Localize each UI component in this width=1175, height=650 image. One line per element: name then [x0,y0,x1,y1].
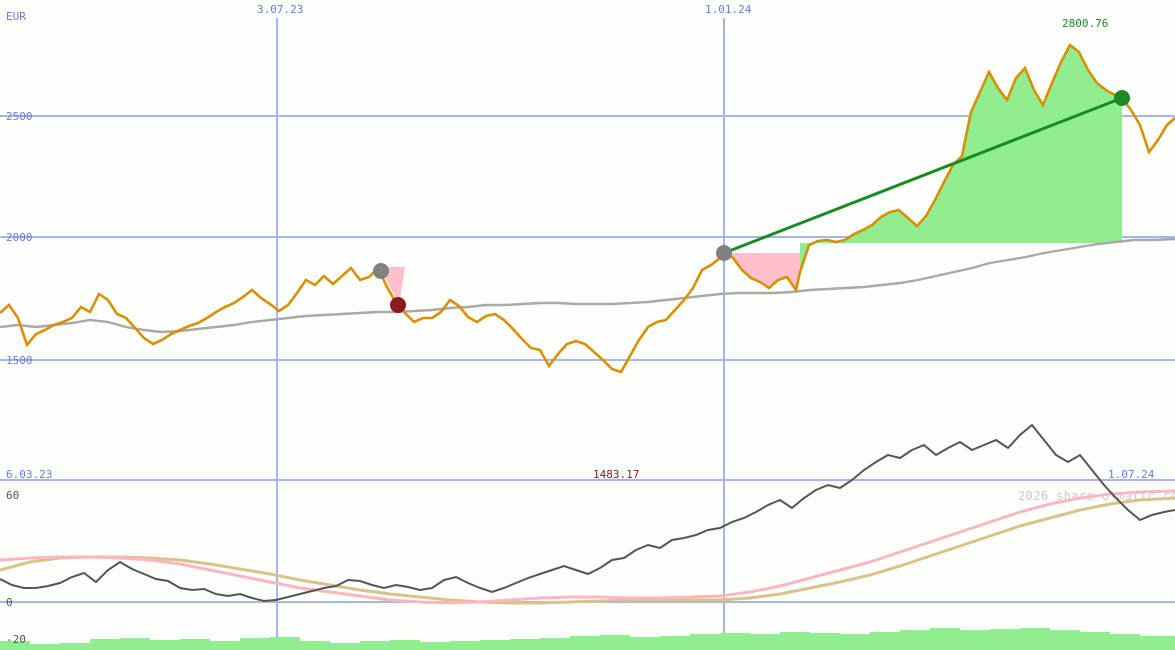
x-tick-top-3-07-23: 3.07.23 [257,3,303,16]
histogram-bar [1110,634,1140,650]
price-line-segment-1 [0,252,726,374]
histogram-bar [660,636,690,650]
histogram-bar [900,630,930,650]
histogram-bar [420,642,450,650]
period-high-label: 2800.76 [1062,17,1108,30]
indicator-panel[interactable]: 60 0 -20 [0,423,1175,650]
y-tick-2500: 2500 [6,110,33,123]
uptrend-line [723,96,1123,255]
histogram-bar [990,629,1020,650]
histogram-bar [930,628,960,650]
histogram-bar [960,630,990,650]
x-tick-bottom-6-03-23: 6.03.23 [6,468,52,481]
histogram-bar [0,641,30,650]
histogram-bar [780,632,810,650]
histogram-bar [870,632,900,650]
indicator-tick-60: 60 [6,489,19,502]
histogram-bar [180,639,210,650]
currency-label: EUR [6,10,26,23]
histogram-bar [1020,628,1050,650]
histogram-bar [210,641,240,650]
short-trade-fill [381,267,405,305]
indicator-tick-neg20: -20 [6,633,26,646]
y-tick-1500: 1500 [6,354,33,367]
period-low-label: 1483.17 [593,468,639,481]
histogram-bar [480,640,510,650]
histogram-bar [720,633,750,650]
price-line-segment-2 [723,43,1175,294]
x-tick-bottom-1-07-24: 1.07.24 [1108,468,1155,481]
buy-signal-entry-marker[interactable] [716,245,732,261]
histogram-bar [270,637,300,650]
indicator-slow-line [0,496,1175,605]
histogram-bar [570,636,600,650]
x-tick-top-1-01-24: 1.01.24 [705,3,752,16]
histogram-bar [840,634,870,650]
sell-signal-entry-marker[interactable] [373,263,389,279]
histogram-bar [1050,630,1080,650]
histogram-bar [60,643,90,650]
signal-markers[interactable] [373,90,1130,313]
buy-signal-exit-marker[interactable] [1114,90,1130,106]
histogram-bar [300,641,330,650]
histogram-bar [630,637,660,650]
histogram-bar [120,638,150,650]
indicator-macd-line [0,423,1175,603]
histogram-bar [810,633,840,650]
indicator-histogram [0,628,1175,650]
histogram-bar [330,643,360,650]
histogram-bar [240,638,270,650]
indicator-tick-0: 0 [6,596,13,609]
date-axis-labels: 3.07.23 1.01.24 6.03.23 1.07.24 [6,3,1155,481]
histogram-bar [1080,632,1110,650]
histogram-bar [150,640,180,650]
histogram-bar [90,639,120,650]
histogram-bar [450,641,480,650]
histogram-bar [360,641,390,650]
indicator-signal-line [0,489,1175,605]
moving-average-line [0,237,1175,334]
histogram-bar [30,644,60,650]
y-tick-2000: 2000 [6,231,33,244]
histogram-bar [510,639,540,650]
histogram-bar [390,640,420,650]
histogram-bar [690,634,720,650]
long-trade-drawdown-fill [724,253,800,290]
histogram-bar [540,638,570,650]
histogram-bar [750,634,780,650]
histogram-bar [1140,636,1175,650]
sell-signal-exit-marker[interactable] [390,297,406,313]
histogram-bar [600,635,630,650]
price-axis-labels: EUR 2500 2000 1500 [6,10,33,367]
